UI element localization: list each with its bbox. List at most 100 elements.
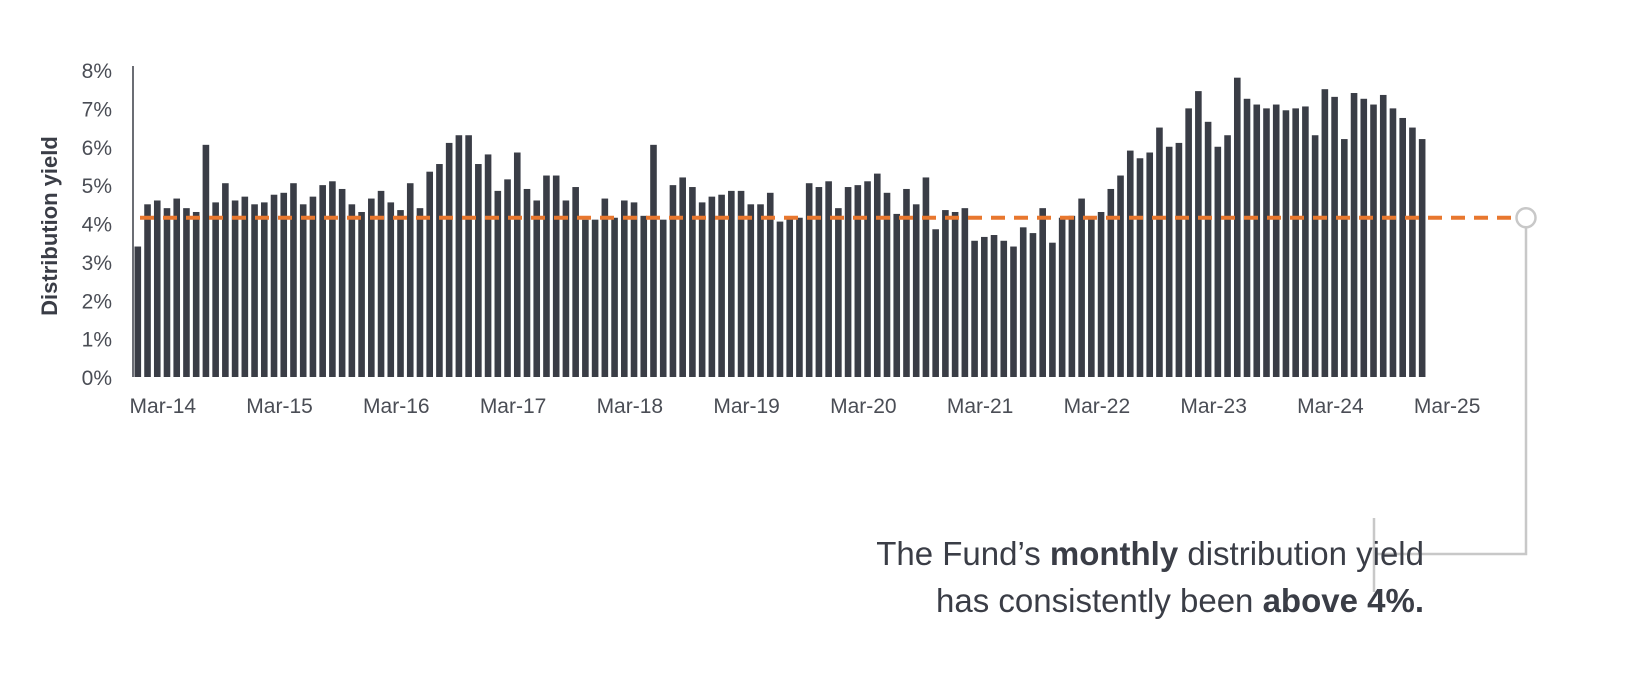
bar [1263, 108, 1270, 378]
bar [659, 219, 667, 377]
bar [611, 217, 618, 377]
bar [844, 187, 852, 377]
bar [1253, 104, 1261, 377]
bar [173, 198, 181, 377]
x-tick-label: Mar-24 [1297, 395, 1364, 418]
bar [533, 200, 541, 377]
bar [990, 235, 998, 377]
x-tick-label: Mar-16 [363, 395, 430, 418]
bar [406, 183, 414, 377]
bar [1165, 146, 1173, 377]
bar [1302, 106, 1309, 378]
bar [981, 236, 988, 377]
y-tick-label: 8% [82, 60, 112, 83]
bar [231, 200, 239, 377]
bar [1175, 142, 1183, 377]
bar [144, 204, 151, 377]
x-tick-label: Mar-25 [1414, 395, 1481, 418]
bar [358, 211, 365, 377]
bar [1058, 217, 1066, 377]
bar [776, 221, 784, 377]
bar [251, 204, 258, 377]
bar [912, 204, 920, 377]
callout-line-2: has consistently been above 4%. [876, 577, 1424, 624]
bar [689, 187, 696, 377]
y-tick-label: 3% [82, 252, 112, 275]
bar [1370, 104, 1377, 377]
bar [1195, 91, 1202, 378]
bar [747, 204, 755, 377]
bar [387, 202, 395, 377]
bar [757, 204, 764, 377]
bar [1078, 198, 1085, 377]
bar [397, 210, 404, 377]
callout-connector-line [1374, 227, 1528, 556]
bar [222, 183, 229, 377]
bar [572, 187, 579, 377]
callout-text: The Fund’s monthly distribution yield ha… [876, 530, 1424, 624]
bar [299, 204, 307, 377]
bar [348, 204, 356, 377]
bar [134, 246, 142, 377]
bar [445, 142, 453, 377]
bar [805, 183, 813, 377]
bar [883, 192, 891, 377]
bar [504, 179, 511, 377]
bar [455, 135, 463, 377]
bar [650, 144, 657, 377]
bar [1019, 227, 1027, 377]
bar [183, 208, 190, 377]
bar [1389, 108, 1397, 378]
bar [786, 217, 794, 377]
bar [932, 229, 939, 377]
callout-text-part: The Fund’s [876, 535, 1050, 572]
bar [416, 208, 424, 377]
bar [329, 181, 336, 377]
callout-text-part: distribution yield [1178, 535, 1424, 572]
bar [1117, 175, 1124, 377]
bar [1204, 121, 1212, 377]
y-tick-label: 2% [82, 290, 112, 313]
bar [1243, 98, 1251, 377]
bar [669, 185, 677, 378]
bar [202, 144, 210, 377]
bar [1418, 139, 1426, 377]
bar [192, 211, 200, 377]
bar [582, 219, 589, 377]
x-tick-label: Mar-18 [597, 395, 664, 418]
bar [377, 190, 385, 377]
x-tick-label: Mar-23 [1180, 395, 1247, 418]
bar [368, 198, 375, 377]
bar [640, 215, 648, 377]
bar [737, 190, 745, 377]
bar [1292, 108, 1299, 378]
bar [163, 208, 171, 377]
bar [591, 219, 599, 377]
x-tick-label: Mar-19 [713, 395, 780, 418]
bar [1088, 217, 1095, 377]
bar [1126, 150, 1134, 377]
y-tick-label: 0% [82, 367, 112, 390]
bar [1321, 89, 1329, 377]
bar [1311, 135, 1319, 377]
bar [728, 190, 735, 377]
y-tick-label: 1% [82, 329, 112, 352]
bar [153, 200, 161, 377]
bar [835, 208, 842, 377]
bar [1350, 93, 1358, 378]
y-axis-ticks: 0% 1% 2% 3% 4% 5% 6% 7% 8% [82, 60, 112, 390]
bar [1185, 108, 1192, 378]
bar [1379, 94, 1387, 377]
bar [893, 213, 901, 377]
callout-text-part: has consistently been [936, 582, 1263, 619]
bar [465, 135, 472, 377]
x-tick-label: Mar-17 [480, 395, 547, 418]
bar [854, 185, 862, 378]
bar [270, 194, 278, 377]
bar [971, 240, 978, 377]
bar [1146, 152, 1154, 377]
bar [1000, 240, 1008, 377]
bar [1331, 96, 1338, 378]
bar [562, 200, 570, 377]
reference-line-end-marker [1515, 206, 1537, 229]
